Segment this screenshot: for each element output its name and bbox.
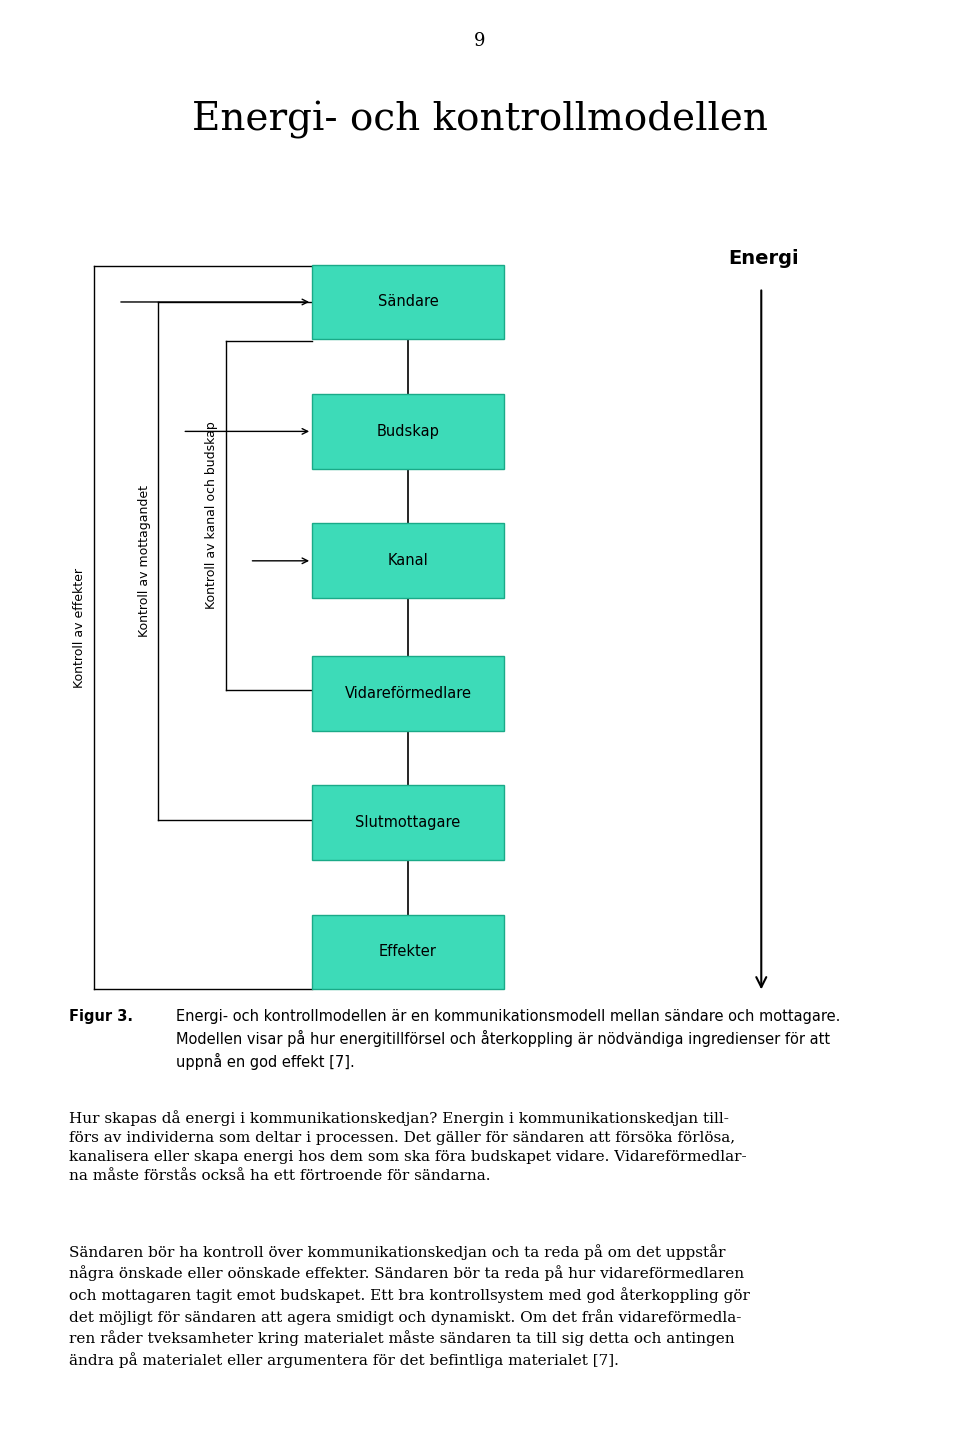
Text: Effekter: Effekter [379,945,437,959]
Text: Vidareförmedlare: Vidareförmedlare [345,686,471,700]
FancyBboxPatch shape [312,523,504,598]
Text: Sändaren bör ha kontroll över kommunikationskedjan och ta reda på om det uppstår: Sändaren bör ha kontroll över kommunikat… [69,1244,750,1368]
FancyBboxPatch shape [312,265,504,339]
Text: Budskap: Budskap [376,424,440,439]
Text: Kontroll av kanal och budskap: Kontroll av kanal och budskap [204,421,218,610]
Text: Energi- och kontrollmodellen: Energi- och kontrollmodellen [192,101,768,138]
Text: Kontroll av mottagandet: Kontroll av mottagandet [137,485,151,637]
FancyBboxPatch shape [312,785,504,860]
Text: Energi- och kontrollmodellen är en kommunikationsmodell mellan sändare och motta: Energi- och kontrollmodellen är en kommu… [176,1009,840,1070]
Text: Kanal: Kanal [388,554,428,568]
Text: Sändare: Sändare [377,295,439,309]
FancyBboxPatch shape [312,394,504,469]
FancyBboxPatch shape [312,915,504,989]
FancyBboxPatch shape [312,656,504,731]
Text: Hur skapas då energi i kommunikationskedjan? Energin i kommunikationskedjan till: Hur skapas då energi i kommunikationsked… [69,1110,747,1183]
Text: Kontroll av effekter: Kontroll av effekter [73,568,86,687]
Text: Figur 3.: Figur 3. [69,1009,133,1024]
Text: 9: 9 [474,32,486,50]
Text: Slutmottagare: Slutmottagare [355,815,461,830]
Text: Energi: Energi [728,249,799,269]
